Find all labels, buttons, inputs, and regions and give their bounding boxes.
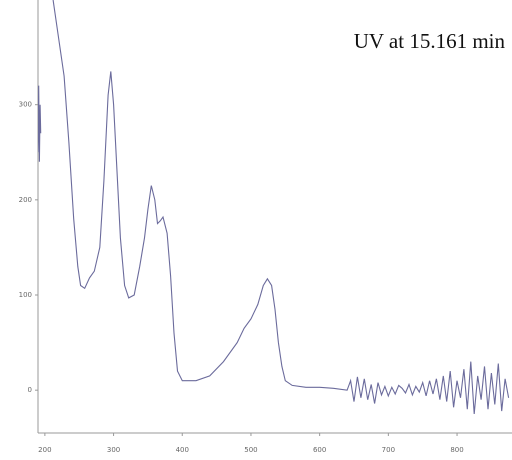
y-tick-label: 300 bbox=[19, 101, 32, 109]
x-tick-label: 200 bbox=[38, 446, 51, 454]
x-tick-label: 600 bbox=[313, 446, 326, 454]
chart-title: UV at 15.161 min bbox=[354, 29, 506, 53]
y-tick-label: 100 bbox=[19, 291, 32, 299]
spectrum-line bbox=[38, 0, 510, 415]
x-tick-label: 500 bbox=[244, 446, 257, 454]
y-tick-label: 0 bbox=[28, 386, 32, 394]
x-tick-label: 300 bbox=[107, 446, 120, 454]
x-tick-label: 700 bbox=[382, 446, 395, 454]
x-tick-label: 400 bbox=[176, 446, 189, 454]
y-tick-label: 200 bbox=[19, 196, 32, 204]
x-tick-label: 800 bbox=[450, 446, 463, 454]
